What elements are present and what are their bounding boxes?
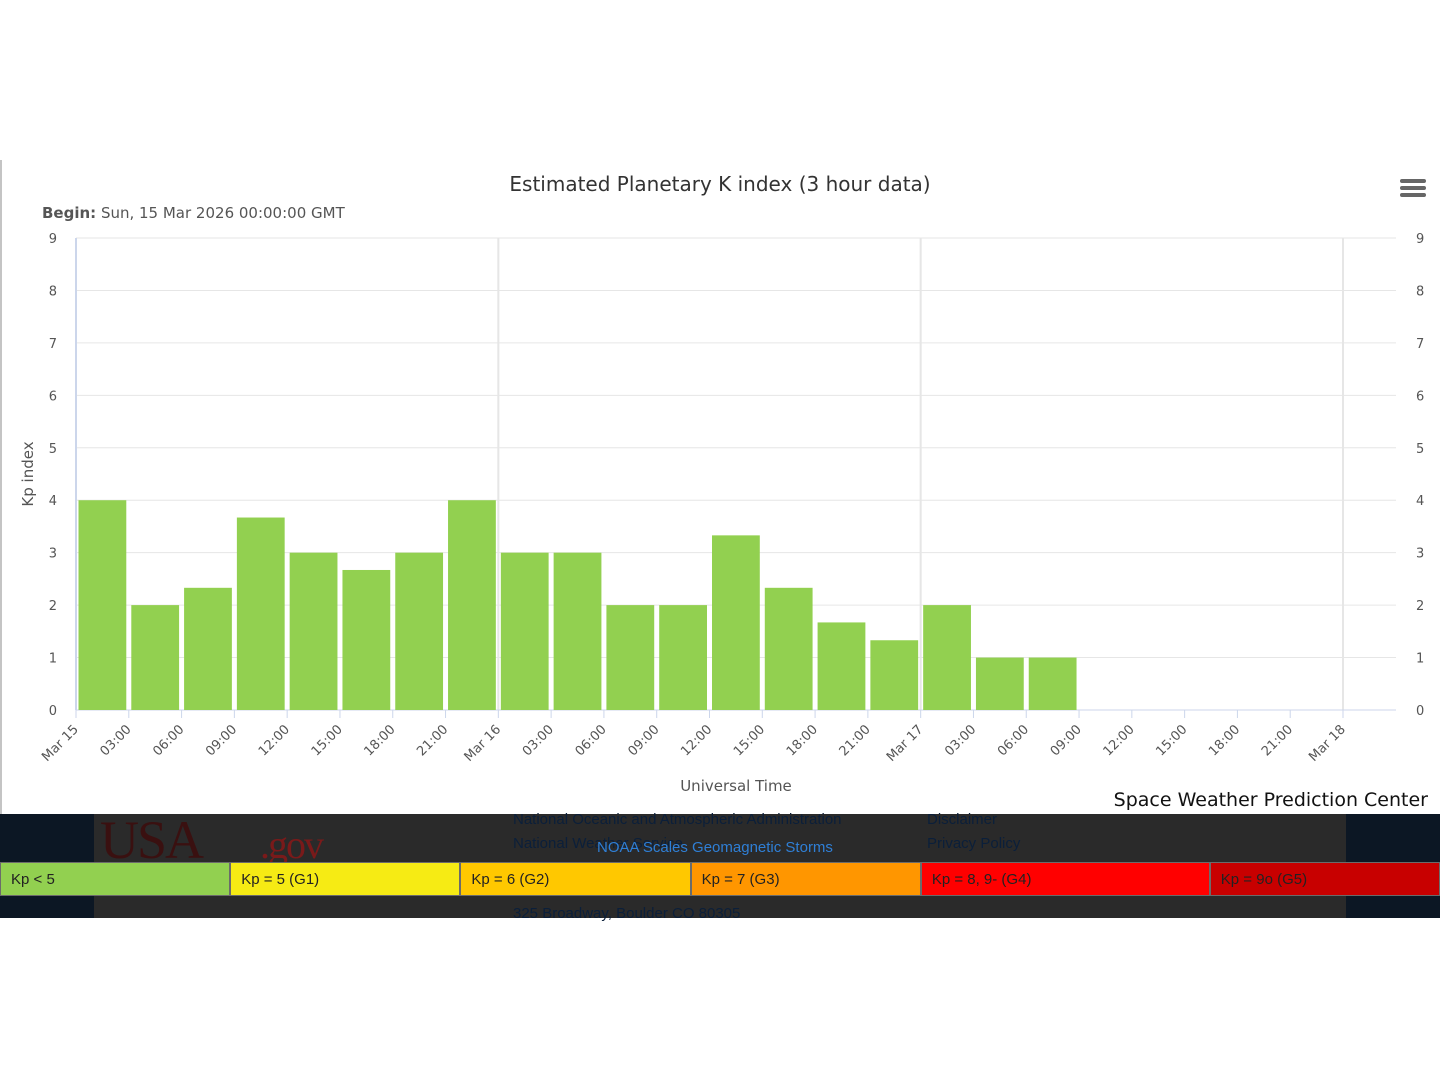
chart-subtitle: Begin: Sun, 15 Mar 2026 00:00:00 GMT [42, 204, 346, 222]
x-tick-label: 03:00 [98, 722, 135, 759]
footer-agency-line1: National Oceanic and Atmospheric Adminis… [513, 811, 842, 828]
y-tick-label-right: 2 [1416, 599, 1424, 614]
x-tick-label: 09:00 [625, 722, 662, 759]
x-tick-label: 12:00 [256, 722, 293, 759]
y-tick-label-right: 8 [1416, 284, 1424, 299]
y-tick-label-right: 7 [1416, 337, 1424, 352]
y-tick-label-right: 6 [1416, 389, 1424, 404]
kp-bar [448, 500, 496, 710]
kp-index-chart: 0 0 1 1 2 2 3 3 4 4 5 5 6 6 7 7 8 8 9 9 Mar 15 03:00 06:00 09:0… [0, 160, 1424, 814]
legend-item: Kp = 7 (G3) [690, 862, 921, 896]
legend-item: Kp < 5 [0, 862, 231, 896]
x-tick-label: Mar 17 [884, 722, 927, 765]
kp-bar [975, 657, 1024, 710]
footer-disclaimer-link[interactable]: Disclaimer [927, 811, 998, 828]
y-tick-label: 6 [49, 389, 57, 404]
x-tick-label: Mar 18 [1306, 722, 1349, 765]
chart-title: Estimated Planetary K index (3 hour data… [509, 172, 930, 196]
swpc-credit: Space Weather Prediction Center [1113, 789, 1428, 811]
y-tick-label-right: 4 [1416, 494, 1424, 509]
footer-address: 325 Broadway, Boulder CO 80305 [513, 905, 741, 922]
noaa-scales-link[interactable]: NOAA Scales Geomagnetic Storms [597, 839, 833, 856]
y-tick-label: 0 [49, 704, 57, 719]
kp-bar [500, 552, 549, 710]
x-tick-label: 15:00 [309, 722, 346, 759]
y-tick-label: 5 [49, 442, 57, 457]
x-tick-label: 12:00 [1101, 722, 1138, 759]
kp-bar [606, 605, 655, 710]
kp-bar [659, 605, 707, 710]
x-tick-label: Mar 15 [39, 722, 82, 765]
svg-text:USA: USA [100, 812, 204, 862]
y-tick-label-right: 0 [1416, 704, 1424, 719]
x-tick-label: 21:00 [837, 722, 874, 759]
kp-bar [184, 587, 232, 710]
kp-bar [236, 517, 285, 710]
y-tick-label-right: 5 [1416, 442, 1424, 457]
kp-bar [342, 569, 391, 710]
hamburger-menu-icon[interactable] [1398, 176, 1428, 204]
legend-item: Kp = 6 (G2) [460, 862, 691, 896]
usa-gov-logo[interactable]: USA .gov [100, 810, 340, 875]
y-tick-label: 8 [49, 284, 57, 299]
footer-agency-line2: National Weather Service [513, 835, 683, 852]
x-tick-label: 15:00 [731, 722, 768, 759]
x-tick-label: 18:00 [1206, 722, 1243, 759]
svg-text:.gov: .gov [260, 822, 324, 862]
kp-bar [395, 552, 444, 710]
y-tick-label: 9 [49, 232, 57, 247]
x-tick-label: 06:00 [573, 722, 610, 759]
x-tick-label: Mar 16 [462, 722, 505, 765]
x-tick-label: 06:00 [995, 722, 1032, 759]
x-tick-label: 03:00 [942, 722, 979, 759]
kp-bar [553, 552, 602, 710]
kp-bar [923, 605, 971, 710]
legend-item: Kp = 5 (G1) [230, 862, 461, 896]
y-tick-label-right: 1 [1416, 652, 1424, 667]
y-tick-label: 3 [49, 547, 57, 562]
x-tick-label: 21:00 [414, 722, 451, 759]
y-axis-label: Kp index [19, 441, 37, 506]
x-tick-label: 09:00 [203, 722, 240, 759]
x-axis-label: Universal Time [680, 777, 792, 795]
y-tick-label: 1 [49, 652, 57, 667]
kp-bar [289, 552, 338, 710]
y-tick-label: 2 [49, 599, 57, 614]
kp-bar [78, 500, 127, 710]
kp-scale-legend: Kp < 5 Kp = 5 (G1) Kp = 6 (G2) Kp = 7 (G3) K… [0, 862, 1440, 896]
x-tick-label: 03:00 [520, 722, 557, 759]
legend-item: Kp = 9o (G5) [1209, 862, 1440, 896]
x-tick-label: 15:00 [1153, 722, 1190, 759]
x-tick-label: 18:00 [361, 722, 398, 759]
y-tick-label: 7 [49, 337, 57, 352]
kp-bar [817, 622, 866, 710]
kp-bar [712, 535, 760, 710]
kp-bar [131, 605, 180, 710]
kp-bar [870, 640, 919, 710]
y-tick-label: 4 [49, 494, 57, 509]
x-tick-label: 18:00 [784, 722, 821, 759]
x-tick-label: 12:00 [678, 722, 715, 759]
footer-privacy-link[interactable]: Privacy Policy [927, 835, 1021, 852]
y-tick-label-right: 9 [1416, 232, 1424, 247]
x-tick-label: 06:00 [150, 722, 187, 759]
legend-item: Kp = 8, 9- (G4) [920, 862, 1210, 896]
x-tick-label: 21:00 [1259, 722, 1296, 759]
kp-bar [764, 587, 813, 710]
y-tick-label-right: 3 [1416, 547, 1424, 562]
x-tick-label: 09:00 [1048, 722, 1085, 759]
kp-bar [1028, 657, 1077, 710]
